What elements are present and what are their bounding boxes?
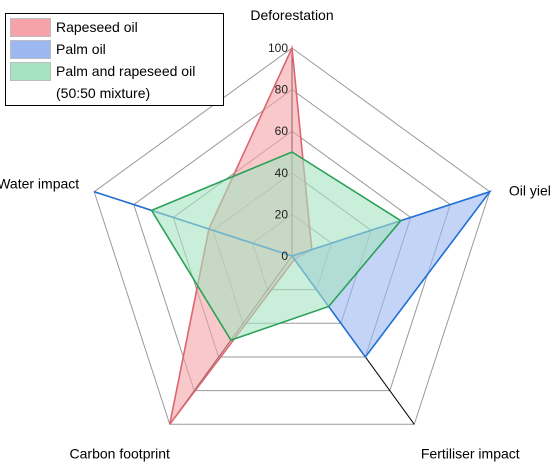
radar-series: [93, 44, 492, 425]
axis-label: Carbon footprint: [70, 445, 171, 461]
legend-label-0: Rapeseed oil: [56, 19, 138, 35]
legend-swatch-0: [10, 18, 51, 37]
legend: Rapeseed oil Palm oil Palm and rapeseed oi…: [5, 13, 224, 106]
legend-label-2: Palm and rapeseed oil: [56, 63, 195, 79]
tick-label: 0: [281, 249, 288, 263]
tick-label: 60: [275, 124, 289, 138]
series-area-2: [150, 151, 403, 342]
legend-label-1: Palm oil: [56, 41, 106, 57]
axis-label: Fertiliser impact: [421, 445, 520, 461]
legend-label-2-line2: (50:50 mixture): [56, 85, 150, 101]
axis-labels: Deforestation Oil yield Fertiliser impact C…: [0, 7, 550, 461]
radial-tick-labels: 0 20 40 60 80 100: [268, 41, 288, 263]
axis-label: Oil yield: [509, 183, 550, 199]
tick-label: 80: [275, 83, 289, 97]
tick-label: 100: [268, 41, 288, 55]
axis-label: Water impact: [0, 176, 79, 192]
tick-label: 20: [275, 207, 289, 221]
axis-label: Deforestation: [250, 7, 333, 23]
legend-swatch-1: [10, 40, 51, 59]
grid-ring: [133, 88, 451, 392]
tick-label: 40: [275, 166, 289, 180]
grid-ring: [93, 47, 491, 425]
legend-swatch-2: [10, 62, 51, 81]
